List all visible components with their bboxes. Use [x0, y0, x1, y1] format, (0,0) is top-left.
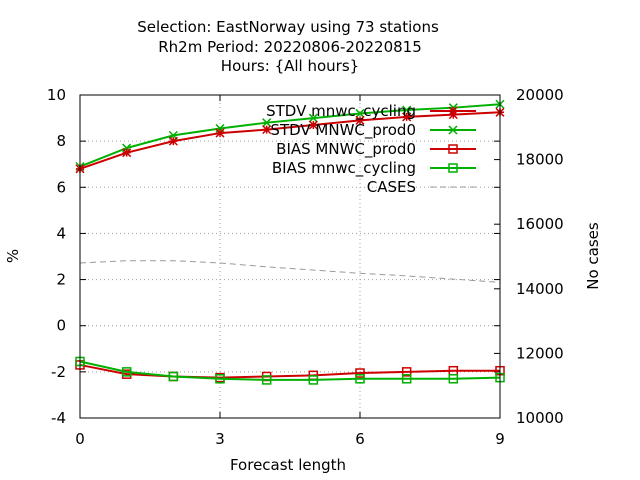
y-tick-label: -4	[51, 409, 66, 427]
data-point	[355, 368, 365, 378]
data-point	[121, 367, 132, 377]
legend-entry: BIAS mnwc_cycling	[272, 159, 476, 178]
series-line	[79, 363, 500, 379]
x-tick-label: 0	[75, 430, 85, 448]
legend-label: STDV MNWC_prod0	[270, 121, 416, 140]
plot-frame	[79, 94, 501, 419]
title-line-3: Hours: {All hours}	[221, 57, 359, 75]
x-tick-label: 3	[215, 430, 225, 448]
series-line	[79, 260, 501, 283]
series-line	[79, 111, 501, 170]
data-point	[448, 125, 458, 135]
legend-entry: STDV MNWC_prod0	[270, 121, 476, 140]
title-line-1: Selection: EastNorway using 73 stations	[137, 18, 439, 36]
legend-label: STDV mnwc_cycling	[266, 102, 416, 121]
y2-tick-label: 10000	[516, 409, 564, 427]
data-point	[262, 118, 272, 128]
y-tick-label: -2	[51, 363, 66, 381]
series-line	[79, 360, 501, 381]
legend-entry: BIAS MNWC_prod0	[276, 140, 476, 159]
y-tick-label: 10	[47, 86, 66, 104]
data-point	[401, 374, 412, 384]
y2-tick-label: 12000	[516, 344, 564, 362]
data-point	[448, 106, 458, 116]
legend-entry: CASES	[367, 178, 476, 196]
chart-title: Selection: EastNorway using 73 stations …	[137, 18, 439, 75]
data-point	[262, 125, 272, 135]
data-point	[215, 128, 225, 138]
data-point	[168, 136, 178, 146]
series-group	[75, 99, 505, 385]
data-point	[308, 375, 319, 385]
legend-label: BIAS mnwc_cycling	[272, 159, 416, 178]
series-line	[79, 103, 501, 168]
data-point	[402, 112, 412, 122]
y-axis-label: %	[4, 249, 22, 263]
y-tick-label: 0	[56, 317, 66, 335]
y-tick-label: 4	[56, 224, 66, 242]
data-point	[355, 115, 365, 125]
y2-tick-label: 20000	[516, 86, 564, 104]
data-point	[401, 367, 412, 377]
series-4	[79, 260, 501, 283]
data-point	[168, 371, 179, 382]
data-point	[122, 148, 132, 158]
data-point	[402, 105, 412, 115]
data-point	[355, 108, 365, 118]
y2-tick-label: 16000	[516, 215, 564, 233]
data-point	[448, 163, 458, 173]
data-point	[215, 374, 225, 384]
x-tick-label: 9	[495, 430, 505, 448]
y2-axis-label: No cases	[584, 222, 602, 290]
y2-tick-label: 18000	[516, 151, 564, 169]
y-tick-label: 8	[56, 132, 66, 150]
data-point	[448, 144, 458, 154]
title-line-2: Rh2m Period: 20220806-20220815	[158, 38, 422, 56]
x-axis-label: Forecast length	[230, 456, 346, 474]
data-point	[308, 120, 318, 130]
y-tick-label: 2	[56, 271, 66, 289]
legend-label: BIAS MNWC_prod0	[276, 140, 416, 159]
y-tick-label: 6	[56, 178, 66, 196]
data-point	[261, 375, 272, 385]
legend-entry: STDV mnwc_cycling	[266, 102, 476, 121]
data-point	[448, 374, 459, 384]
data-point	[308, 113, 318, 123]
y2-tick-label: 14000	[516, 280, 564, 298]
legend-label: CASES	[367, 178, 416, 196]
x-tick-label: 6	[355, 430, 365, 448]
data-point	[355, 374, 365, 384]
